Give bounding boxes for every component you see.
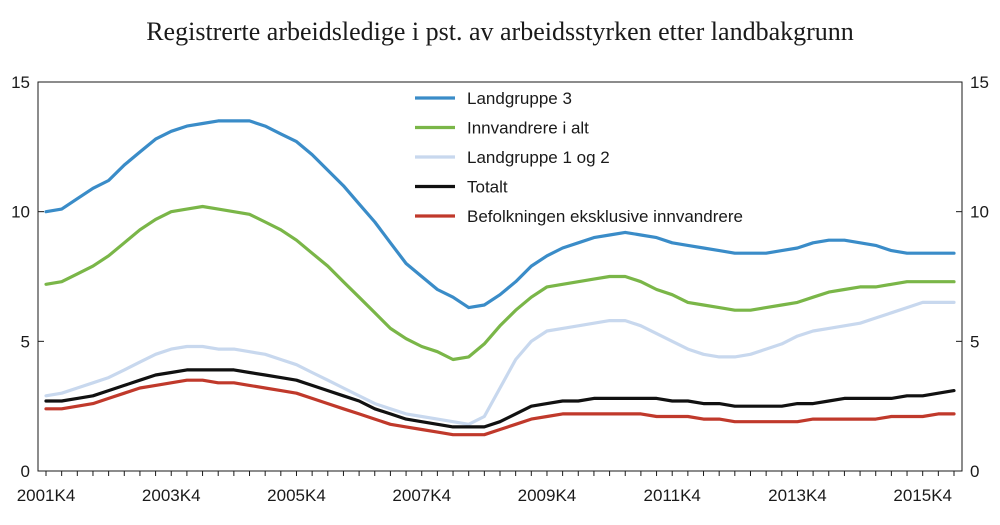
series-line-2 [44,204,956,362]
y-axis-left: 0 5 10 15 [11,73,44,481]
y-axis-right: 0 5 10 15 [956,73,989,481]
x-tick-label: 2015K4 [893,486,952,505]
x-axis: 2001K4 2003K4 2005K4 2007K4 2009K4 2011K4 2013… [17,471,955,505]
plot-axes [37,81,963,472]
x-tick-label: 2013K4 [768,486,827,505]
x-tick-label: 2007K4 [392,486,451,505]
legend-label: Befolkningen eksklusive innvandrere [467,207,743,226]
y-tick-label-right: 0 [970,462,979,481]
series-line-4 [44,368,956,429]
y-tick-label-right: 15 [970,73,989,92]
y-tick-label-left: 15 [11,73,30,92]
legend-label: Landgruppe 1 og 2 [467,148,610,167]
series-line-1 [44,119,956,310]
plot-frame [37,81,963,472]
x-tick-label: 2009K4 [518,486,577,505]
chart-title: Registrerte arbeidsledige i pst. av arbe… [146,17,854,46]
y-tick-label-left: 10 [11,203,30,222]
legend-label: Landgruppe 3 [467,89,572,108]
y-tick-label-right: 10 [970,203,989,222]
x-tick-label: 2003K4 [142,486,201,505]
series-lines [44,119,956,437]
x-tick-label: 2001K4 [17,486,76,505]
x-tick-label: 2005K4 [267,486,326,505]
y-tick-label-left: 5 [21,332,30,351]
y-tick-label-left: 0 [21,462,30,481]
series-line-5 [44,378,956,437]
x-tick-label: 2011K4 [644,486,701,505]
y-tick-label-right: 5 [970,332,979,351]
legend-label: Innvandrere i alt [467,119,589,138]
legend-label: Totalt [467,178,508,197]
legend: Landgruppe 3 Innvandrere i alt Landgruppe … [415,89,743,226]
series-line-3 [44,300,956,426]
